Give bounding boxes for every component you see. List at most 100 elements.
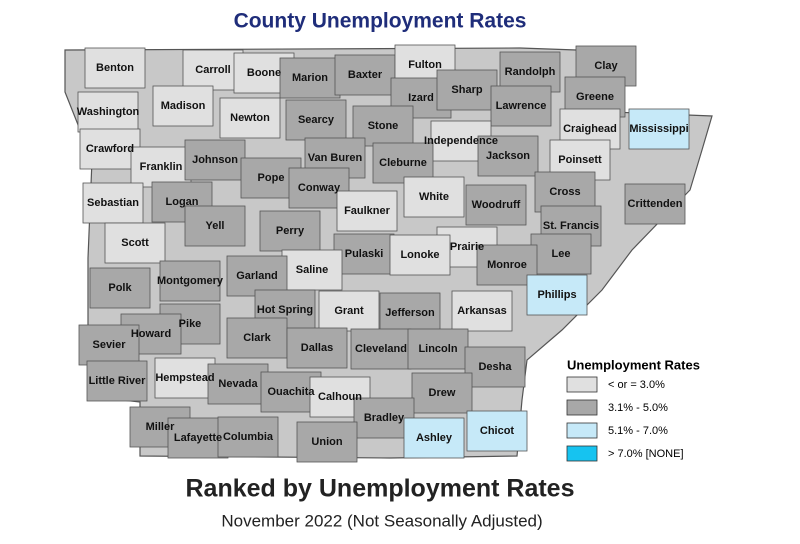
county-area (477, 135, 539, 177)
county-label: Scott (121, 237, 149, 249)
county-area (466, 410, 528, 452)
county-label: Arkansas (457, 305, 507, 317)
county-label: Faulkner (344, 205, 391, 217)
county-label: Calhoun (318, 391, 362, 403)
county-label: Sharp (451, 84, 482, 96)
county-area (219, 97, 281, 139)
county-area (499, 51, 561, 93)
county-area (104, 222, 166, 264)
legend-swatch (566, 399, 598, 416)
county-label: Pike (179, 318, 202, 330)
legend-label: 3.1% - 5.0% (608, 402, 668, 414)
county-label: Desha (478, 361, 512, 373)
county-label: Woodruff (472, 199, 521, 211)
county-area (77, 91, 139, 133)
legend-label: 5.1% - 7.0% (608, 425, 668, 437)
county-label: Lonoke (400, 249, 439, 261)
county-label: Johnson (192, 154, 238, 166)
county-label: Clay (594, 60, 618, 72)
legend-swatch (566, 445, 598, 462)
legend-label: < or = 3.0% (608, 379, 665, 391)
county-area (226, 255, 288, 297)
county-area (82, 182, 144, 224)
county-area (526, 274, 588, 316)
county-label: White (419, 191, 449, 203)
county-area (318, 290, 380, 332)
county-label: Benton (96, 62, 134, 74)
county-label: Carroll (195, 64, 230, 76)
county-area (130, 146, 192, 188)
county-label: Cross (549, 186, 580, 198)
county-label: Lee (552, 248, 571, 260)
county-label: Phillips (537, 289, 576, 301)
county-area (372, 142, 434, 184)
county-label: Crittenden (628, 198, 683, 210)
county-area (79, 128, 141, 170)
county-area (78, 324, 140, 366)
county-area (89, 267, 151, 309)
county-label: Washington (77, 106, 140, 118)
county-label: Clark (243, 332, 271, 344)
county-area (207, 363, 269, 405)
county-label: Van Buren (308, 152, 363, 164)
county-label: Nevada (218, 378, 258, 390)
county-area (436, 69, 498, 111)
county-label: Polk (108, 282, 132, 294)
counties: Benton Carroll Boone Marion Baxter Fulton Rand… (77, 44, 690, 463)
county-label: Conway (298, 182, 341, 194)
county-label: Garland (236, 270, 278, 282)
county-area (86, 360, 148, 402)
subtitle: November 2022 (Not Seasonally Adjusted) (221, 511, 542, 530)
county-area (281, 249, 343, 291)
county-label: Marion (292, 72, 328, 84)
county-label: Logan (166, 196, 199, 208)
legend-swatch (566, 376, 598, 393)
county-label: Jefferson (385, 307, 435, 319)
county-label: Jackson (486, 150, 530, 162)
county-label: Craighead (563, 123, 617, 135)
county-area (389, 234, 451, 276)
county-area (226, 317, 288, 359)
county-area (286, 327, 348, 369)
county-label: Searcy (298, 114, 335, 126)
county-area (403, 417, 465, 459)
county-label: Chicot (480, 425, 515, 437)
county-area (628, 108, 690, 150)
county-label: Miller (146, 421, 175, 433)
county-area (350, 328, 412, 370)
county-label: Ashley (416, 432, 453, 444)
county-label: Bradley (364, 412, 405, 424)
county-label: Poinsett (558, 154, 602, 166)
map-title: County Unemployment Rates (234, 10, 527, 33)
county-label: Izard (408, 92, 434, 104)
county-label: Sevier (92, 339, 126, 351)
county-label: Prairie (450, 241, 484, 253)
county-area (379, 292, 441, 334)
county-label: Grant (334, 305, 364, 317)
county-area (407, 328, 469, 370)
county-label: Fulton (408, 59, 442, 71)
county-label: Independence (424, 135, 498, 147)
county-area (451, 290, 513, 332)
county-label: Baxter (348, 69, 383, 81)
county-label: Crawford (86, 143, 134, 155)
county-label: Monroe (487, 259, 527, 271)
county-area (333, 233, 395, 275)
county-label: Drew (429, 387, 456, 399)
county-label: Franklin (140, 161, 183, 173)
legend-label: > 7.0% [NONE] (608, 448, 684, 460)
county-area (159, 260, 221, 302)
county-label: Lincoln (418, 343, 457, 355)
county-label: Mississippi (629, 123, 688, 135)
county-label: Lafayette (174, 432, 222, 444)
heading: Ranked by Unemployment Rates (186, 475, 575, 503)
county-area (296, 421, 358, 463)
county-label: Hot Spring (257, 304, 313, 316)
county-label: Cleburne (379, 157, 427, 169)
county-label: Randolph (505, 66, 556, 78)
county-label: Cleveland (355, 343, 407, 355)
county-area (464, 346, 526, 388)
legend-swatch (566, 422, 598, 439)
county-label: Hempstead (155, 372, 214, 384)
county-label: Newton (230, 112, 270, 124)
